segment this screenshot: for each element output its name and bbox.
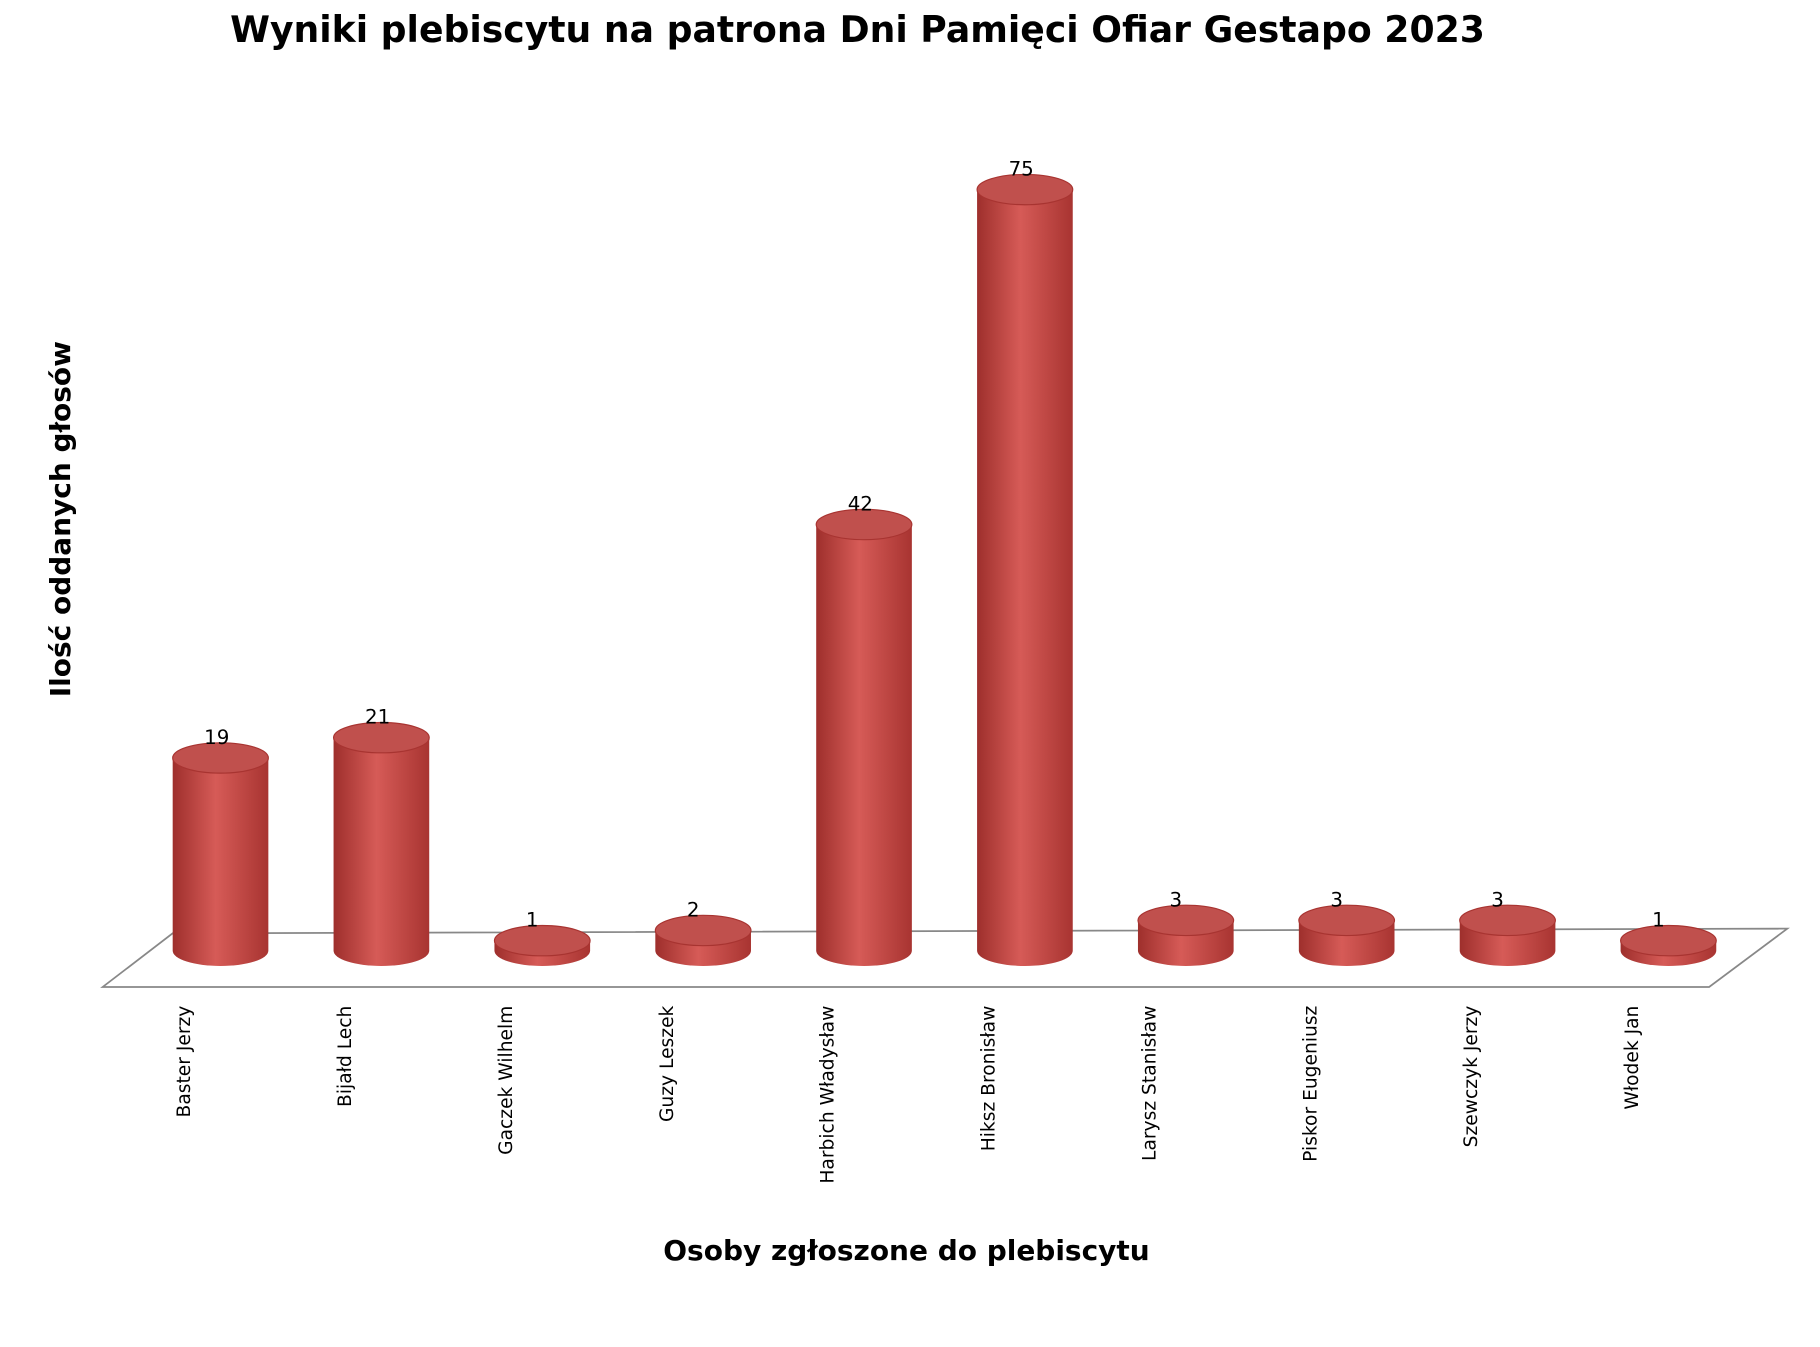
x-tick-label: Szewczyk Jerzy — [1461, 1006, 1482, 1148]
bar-top — [1620, 924, 1717, 957]
bar-top — [332, 721, 430, 754]
bar-top — [493, 924, 591, 957]
bar-top — [1137, 904, 1235, 937]
value-label: 19 — [204, 726, 229, 749]
value-label: 42 — [848, 493, 873, 516]
bar — [172, 757, 269, 966]
bar-top — [815, 508, 913, 541]
bar-top — [172, 742, 269, 774]
x-tick-label: Włodek Jan — [1622, 1006, 1643, 1110]
x-tick-label: Hiksz Bronisław — [979, 1006, 1000, 1152]
value-label: 3 — [1169, 888, 1182, 911]
x-tick-label: Larysz Stanisław — [1139, 1006, 1160, 1161]
bar — [977, 189, 1073, 966]
value-label: 75 — [1009, 158, 1034, 181]
value-label: 21 — [365, 706, 390, 729]
y-axis-label: Ilość oddanych głosów — [44, 341, 77, 697]
x-tick-label: Piskor Eugeniusz — [1300, 1006, 1321, 1162]
x-tick-label: Baster Jerzy — [174, 1006, 195, 1118]
x-tick-label: Gaczek Wilhelm — [496, 1006, 517, 1155]
value-label: 3 — [1491, 888, 1504, 911]
value-label: 1 — [1652, 909, 1665, 932]
bar — [816, 524, 912, 966]
value-label: 3 — [1330, 888, 1343, 911]
x-tick-label: Harbich Władysław — [818, 1006, 839, 1184]
bar-top — [1459, 904, 1556, 937]
bar-top — [1298, 904, 1396, 937]
bar — [333, 737, 430, 966]
bar-top — [976, 173, 1074, 206]
x-tick-label: Guzy Leszek — [657, 1005, 678, 1122]
value-label: 1 — [526, 909, 539, 932]
x-tick-label: Bijałd Lech — [335, 1006, 356, 1107]
value-label: 2 — [687, 899, 700, 922]
chart-title: Wyniki plebiscytu na patrona Dni Pamięci… — [230, 8, 1485, 51]
x-axis-label: Osoby zgłoszone do plebiscytu — [663, 1234, 1149, 1267]
bar-top — [654, 914, 752, 947]
